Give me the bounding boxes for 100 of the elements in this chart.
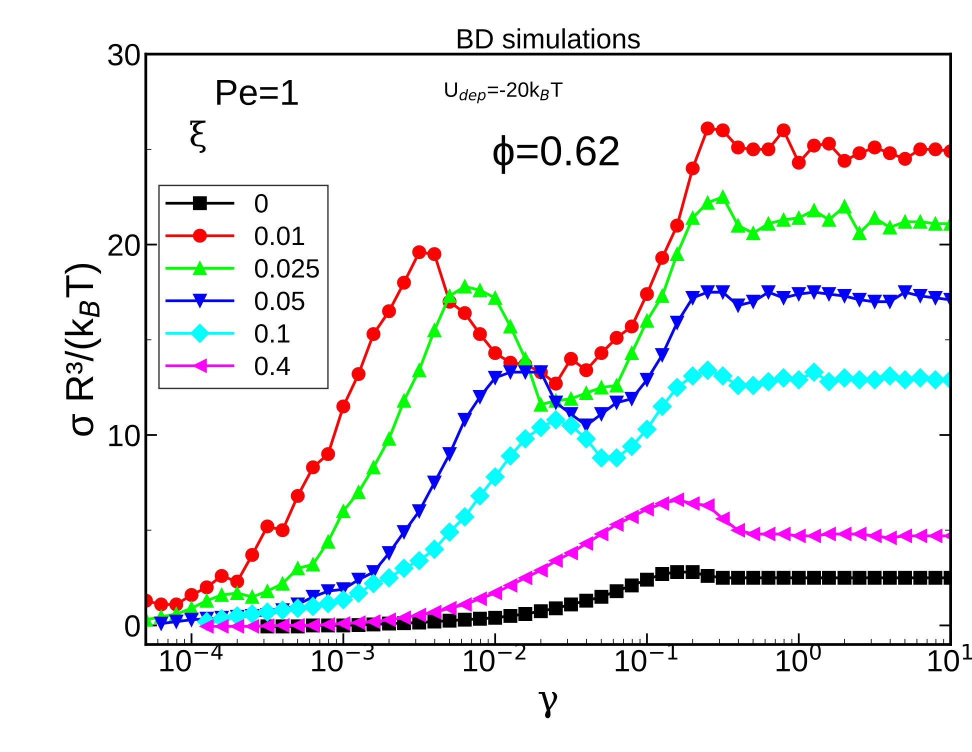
point — [776, 212, 791, 227]
point — [838, 200, 852, 214]
point — [458, 612, 472, 627]
point — [928, 216, 942, 231]
point — [594, 380, 608, 394]
legend-label: 0.05 — [255, 292, 304, 310]
point — [245, 590, 260, 604]
point — [260, 584, 274, 598]
point — [561, 416, 581, 436]
point — [898, 214, 912, 229]
point — [731, 570, 745, 585]
point — [789, 370, 808, 390]
point — [154, 598, 168, 612]
y-tick-label: 0 — [125, 615, 140, 637]
point — [776, 290, 791, 305]
point — [913, 570, 928, 585]
point — [228, 606, 247, 626]
point — [382, 612, 396, 627]
point — [819, 372, 838, 392]
point — [488, 290, 502, 305]
point — [731, 140, 745, 154]
point — [822, 527, 836, 541]
point — [334, 590, 353, 610]
point — [290, 561, 305, 576]
point — [868, 528, 882, 543]
point — [500, 446, 520, 466]
point — [822, 212, 836, 227]
point — [761, 570, 776, 585]
point — [534, 604, 548, 618]
point — [488, 610, 502, 625]
point — [746, 226, 760, 240]
point — [458, 280, 472, 294]
point — [427, 605, 442, 620]
point — [882, 530, 897, 545]
point — [928, 570, 942, 585]
point — [364, 574, 384, 594]
point — [594, 527, 608, 541]
point — [637, 420, 657, 439]
point — [838, 154, 852, 168]
point — [397, 276, 411, 290]
point — [352, 485, 366, 500]
point — [670, 316, 684, 330]
annotation: U$_{dep}$=-20k$_{B}$T — [445, 82, 563, 104]
legend-label: 0.4 — [255, 356, 290, 376]
point — [382, 546, 396, 560]
point — [640, 572, 654, 587]
point — [746, 294, 760, 309]
point — [412, 245, 426, 260]
point — [258, 602, 277, 622]
point — [488, 586, 502, 600]
point — [379, 568, 399, 588]
point — [882, 146, 897, 160]
point — [564, 598, 578, 612]
point — [564, 352, 578, 366]
point — [214, 568, 229, 583]
point — [746, 570, 760, 585]
point — [746, 527, 760, 541]
point — [670, 247, 684, 262]
point — [761, 285, 776, 300]
point — [713, 366, 732, 386]
point — [652, 396, 672, 416]
point — [214, 588, 229, 602]
point — [442, 289, 457, 303]
point — [594, 346, 608, 360]
point — [670, 218, 684, 232]
legend-label: 0.025 — [255, 259, 319, 278]
point — [898, 152, 912, 166]
point — [731, 218, 745, 232]
point — [516, 429, 535, 448]
point — [579, 594, 594, 608]
y-tick-label: 10 — [109, 424, 140, 446]
point — [458, 306, 472, 320]
point — [594, 590, 608, 604]
point — [698, 360, 718, 380]
point — [503, 320, 518, 334]
point — [458, 598, 472, 612]
point — [761, 216, 776, 231]
point — [455, 507, 474, 526]
y-tick-label: 20 — [108, 234, 140, 256]
point — [728, 376, 748, 396]
point — [534, 398, 548, 412]
point — [913, 142, 928, 156]
legend-label: 0.1 — [255, 324, 290, 343]
point — [700, 498, 715, 512]
point — [882, 220, 897, 234]
point — [488, 346, 502, 360]
point — [576, 429, 596, 448]
point — [807, 570, 821, 585]
point — [655, 250, 670, 265]
point — [336, 504, 350, 518]
point — [928, 528, 942, 543]
point — [518, 352, 532, 366]
point — [686, 210, 700, 225]
point — [306, 460, 320, 474]
point — [868, 294, 882, 309]
x-axis-title: γ — [538, 692, 558, 718]
point — [488, 370, 502, 385]
point — [442, 447, 457, 461]
point — [321, 447, 336, 461]
point — [898, 570, 912, 585]
